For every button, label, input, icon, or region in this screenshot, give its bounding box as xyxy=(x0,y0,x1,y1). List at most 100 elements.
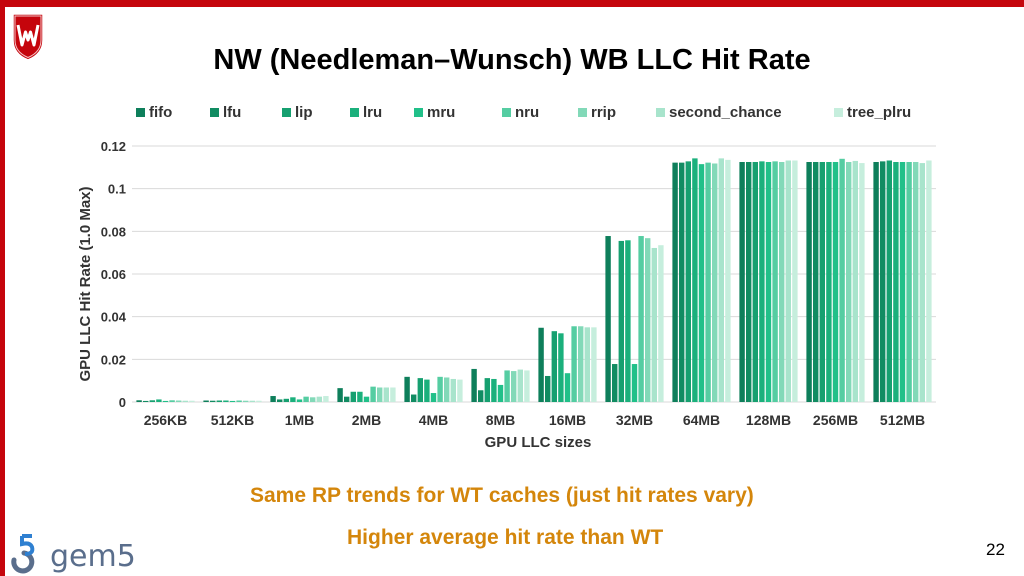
bar-fifo xyxy=(203,400,209,402)
bar-rrip xyxy=(913,162,919,402)
gem5-mark-icon xyxy=(11,534,35,574)
bar-lfu xyxy=(143,400,149,402)
x-tick-label: 256MB xyxy=(813,412,858,428)
bar-lru xyxy=(156,399,162,402)
bar-fifo xyxy=(404,376,410,402)
bar-mru xyxy=(765,162,772,402)
bar-rrip xyxy=(444,377,450,402)
legend-label: tree_plru xyxy=(847,104,911,121)
hit-rate-bar-chart: 0 0.02 0.04 0.06 0.08 0.1 0.12 fifo lfu lip lru mru… xyxy=(77,104,936,451)
bar-lfu xyxy=(277,399,283,402)
y-tick-label: 0.12 xyxy=(101,139,126,154)
bar-nru xyxy=(772,161,778,402)
bar-nru xyxy=(906,162,912,402)
y-axis-title: GPU LLC Hit Rate (1.0 Max) xyxy=(77,186,94,381)
bar-lfu xyxy=(813,162,819,402)
bar-nru xyxy=(839,158,845,402)
bar-nru xyxy=(504,370,510,402)
x-tick-label: 1MB xyxy=(285,412,315,428)
legend-swatch xyxy=(136,108,145,117)
bar-lip xyxy=(685,161,691,402)
bar-tree_plru xyxy=(926,160,932,402)
legend-label: lip xyxy=(295,104,313,121)
bar-nru xyxy=(571,326,577,402)
bar-lip xyxy=(819,162,825,402)
university-crest-logo xyxy=(12,13,44,61)
bar-second_chance xyxy=(450,378,456,402)
bar-lru xyxy=(223,400,229,402)
legend-swatch xyxy=(656,108,665,117)
bar-nru xyxy=(169,400,175,402)
x-tick-label: 4MB xyxy=(419,412,449,428)
bar-tree_plru xyxy=(658,245,664,402)
top-accent-bar xyxy=(0,0,1024,7)
bar-lru xyxy=(491,378,497,402)
bar-mru xyxy=(363,396,370,402)
legend-swatch xyxy=(350,108,359,117)
legend-swatch xyxy=(210,108,219,117)
bar-lip xyxy=(350,391,356,402)
bar-lru xyxy=(424,379,430,402)
bar-lfu xyxy=(679,162,685,402)
x-tick-label: 512KB xyxy=(211,412,255,428)
bar-lru xyxy=(290,397,296,402)
bar-tree_plru xyxy=(390,387,396,402)
y-tick-label: 0.08 xyxy=(101,224,126,239)
bar-mru xyxy=(162,400,169,402)
legend-label: lfu xyxy=(223,104,241,121)
bar-lip xyxy=(618,240,624,402)
bar-second_chance xyxy=(919,163,925,402)
bar-second_chance xyxy=(182,400,188,402)
y-tick-label: 0.06 xyxy=(101,267,126,282)
x-tick-label: 512MB xyxy=(880,412,925,428)
legend-swatch xyxy=(502,108,511,117)
bar-lfu xyxy=(746,162,752,402)
bar-lip xyxy=(886,160,892,402)
bar-lru xyxy=(759,161,765,402)
bar-rrip xyxy=(310,397,316,402)
bar-fifo xyxy=(605,236,611,402)
bar-tree_plru xyxy=(457,379,463,402)
legend-label: second_chance xyxy=(669,104,782,121)
bar-rrip xyxy=(645,238,651,402)
x-tick-label: 128MB xyxy=(746,412,791,428)
bar-fifo xyxy=(337,388,343,402)
bar-rrip xyxy=(712,163,718,402)
bar-fifo xyxy=(806,162,812,402)
gem5-logo: gem5 xyxy=(11,534,136,574)
x-tick-label: 2MB xyxy=(352,412,382,428)
bar-lip xyxy=(417,378,423,402)
slide-title: NW (Needleman–Wunsch) WB LLC Hit Rate xyxy=(213,44,811,76)
bar-tree_plru xyxy=(189,400,195,402)
bar-rrip xyxy=(511,371,517,402)
bar-lru xyxy=(357,391,363,402)
legend-label: mru xyxy=(427,104,455,121)
x-tick-label: 256KB xyxy=(144,412,188,428)
bar-rrip xyxy=(176,400,182,402)
left-accent-bar xyxy=(0,0,5,576)
bar-lfu xyxy=(880,161,886,402)
bar-lru xyxy=(692,158,698,402)
bar-mru xyxy=(229,400,236,402)
bar-lru xyxy=(826,162,832,402)
bar-fifo xyxy=(471,368,477,402)
x-tick-label: 16MB xyxy=(549,412,586,428)
bar-lfu xyxy=(210,400,216,402)
bar-lip xyxy=(216,400,222,402)
bar-rrip xyxy=(779,162,785,402)
legend-label: lru xyxy=(363,104,382,121)
bar-lip xyxy=(283,398,289,402)
bar-fifo xyxy=(739,162,745,402)
bar-tree_plru xyxy=(591,327,597,402)
bar-fifo xyxy=(270,396,276,402)
legend-label: nru xyxy=(515,104,539,121)
bar-lip xyxy=(752,162,758,402)
bar-nru xyxy=(236,400,242,402)
bar-tree_plru xyxy=(323,396,329,402)
bar-fifo xyxy=(873,162,879,402)
bar-rrip xyxy=(846,162,852,402)
legend-swatch xyxy=(282,108,291,117)
bar-mru xyxy=(698,164,705,402)
legend-swatch xyxy=(578,108,587,117)
y-tick-label: 0.1 xyxy=(108,182,126,197)
